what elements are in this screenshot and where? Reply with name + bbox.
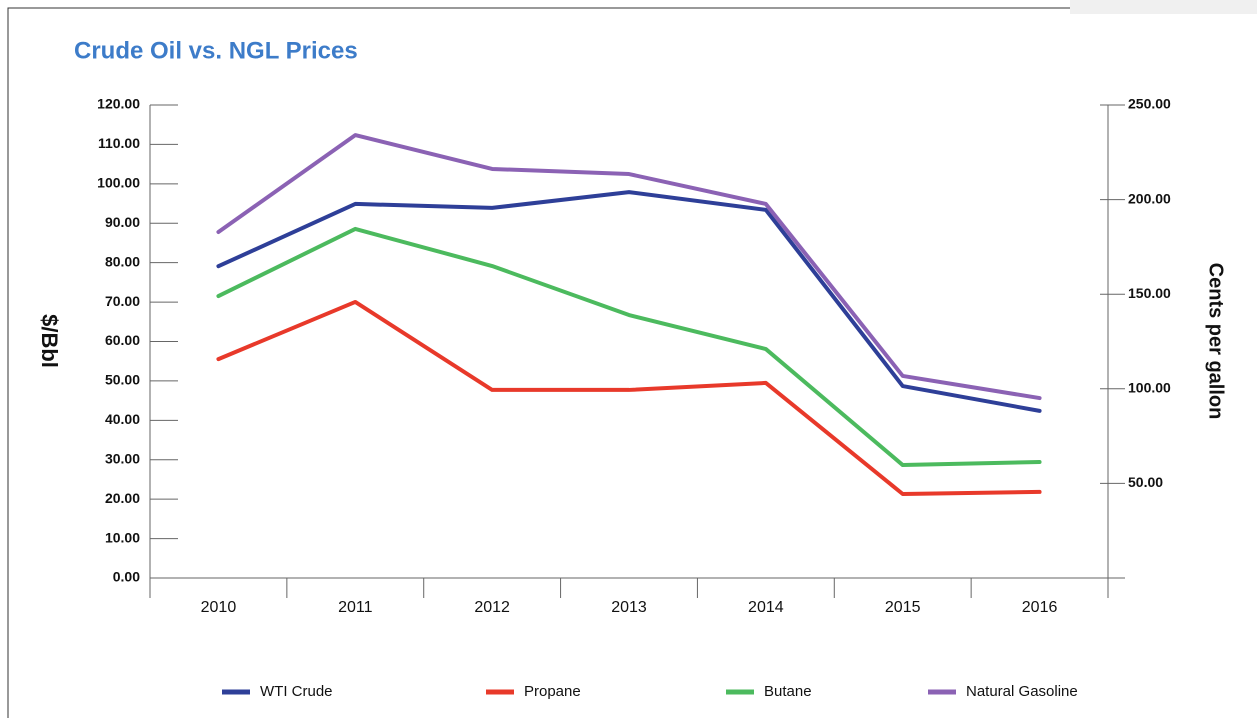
x-tick-label: 2016 <box>1022 599 1058 616</box>
y2-axis-label: Cents per gallon <box>1205 263 1227 420</box>
x-tick-label: 2014 <box>748 599 784 616</box>
y-tick-label: 70.00 <box>105 293 140 309</box>
series-line <box>216 190 1042 413</box>
series-line <box>216 299 1042 496</box>
y-tick-label: 30.00 <box>105 450 140 466</box>
corner-shade <box>1070 0 1257 14</box>
x-tick-label: 2015 <box>885 599 921 616</box>
legend-label: Propane <box>524 683 581 700</box>
frame <box>7 7 1257 718</box>
y2-tick-label: 250.00 <box>1128 96 1171 112</box>
x-tick-label: 2013 <box>611 599 647 616</box>
y-tick-label: 20.00 <box>105 490 140 506</box>
y2-tick-label: 150.00 <box>1128 285 1171 301</box>
y-axis-label: $/Bbl <box>37 314 62 368</box>
y-tick-label: 10.00 <box>105 529 140 545</box>
y-tick-label: 50.00 <box>105 372 140 388</box>
y-tick-label: 60.00 <box>105 332 140 348</box>
series-line <box>216 133 1042 401</box>
y-tick-label: 110.00 <box>98 135 140 151</box>
y-tick-label: 80.00 <box>105 253 140 269</box>
legend-label: Butane <box>764 683 812 700</box>
y-tick-label: 120.00 <box>97 96 140 112</box>
y2-tick-label: 50.00 <box>1128 474 1163 490</box>
y-tick-label: 90.00 <box>105 214 140 230</box>
chart-title: Crude Oil vs. NGL Prices <box>74 37 358 64</box>
x-tick-label: 2010 <box>201 599 237 616</box>
y2-tick-label: 100.00 <box>1128 380 1171 396</box>
x-tick-label: 2011 <box>338 599 373 616</box>
legend-label: Natural Gasoline <box>966 683 1078 700</box>
y2-tick-label: 200.00 <box>1128 190 1171 206</box>
y-tick-label: 40.00 <box>105 411 140 427</box>
legend-label: WTI Crude <box>260 683 333 700</box>
x-tick-label: 2012 <box>474 599 510 616</box>
y-tick-label: 0.00 <box>113 569 140 585</box>
series-line <box>216 226 1042 468</box>
y-tick-label: 100.00 <box>97 175 140 191</box>
